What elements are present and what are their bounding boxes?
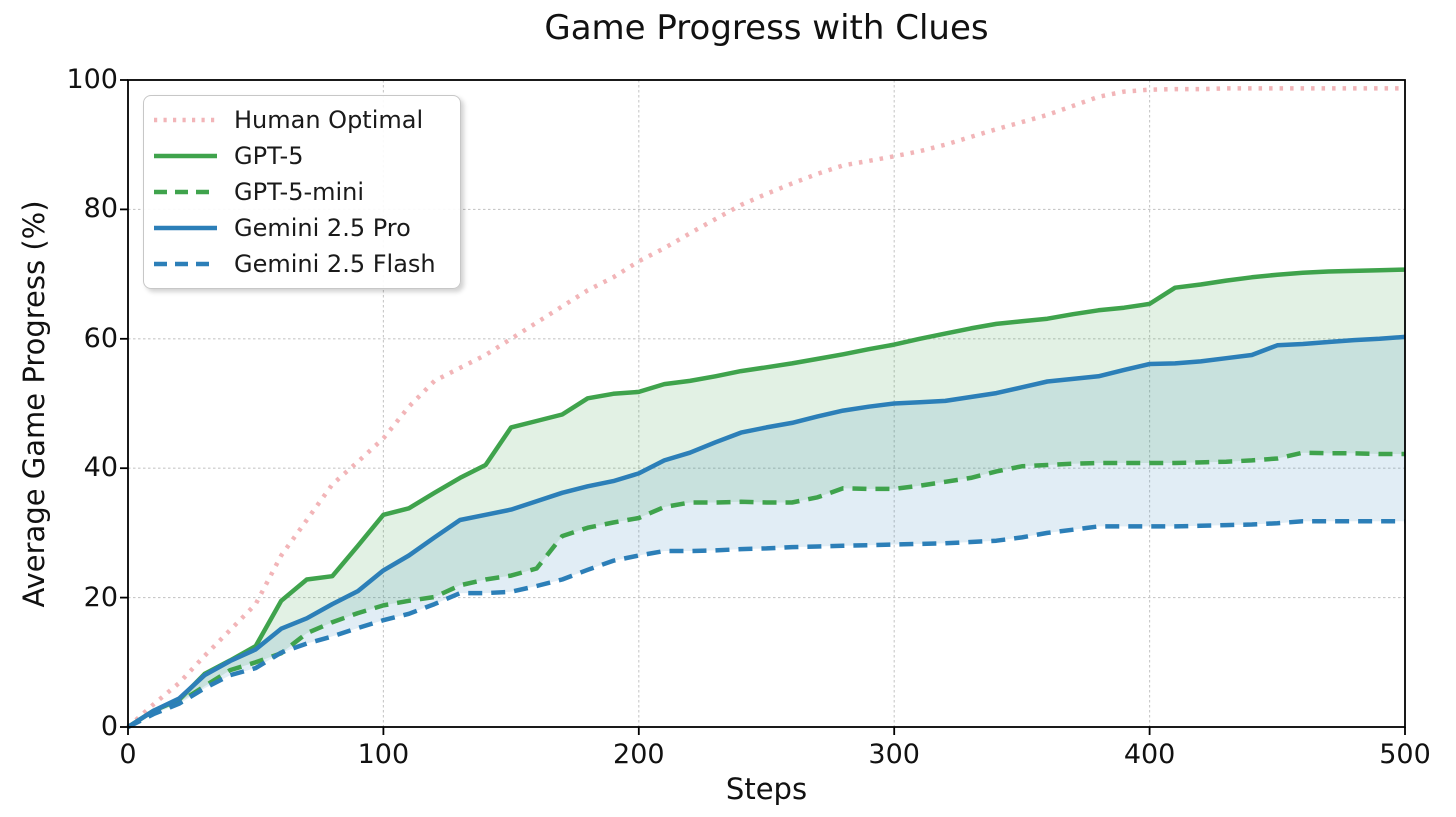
legend-line-sample-dashed-green <box>154 189 217 195</box>
series-line-gpt-5 <box>126 267 1406 729</box>
legend-item: Gemini 2.5 Pro <box>154 214 450 242</box>
legend-line-sample-solid-green <box>154 153 217 159</box>
legend-line-sample-dashed-blue <box>154 261 217 267</box>
fill-band-gemini-2-5-pro <box>128 336 1405 727</box>
legend-item: GPT-5 <box>154 142 450 170</box>
x-tick-label: 200 <box>613 739 665 770</box>
legend-label: Human Optimal <box>234 106 424 134</box>
chart-title: Game Progress with Clues <box>544 8 989 48</box>
legend-label: Gemini 2.5 Pro <box>234 214 411 242</box>
y-tick-label: 0 <box>100 711 118 742</box>
fill-layer <box>128 269 1405 727</box>
legend-item: Human Optimal <box>154 106 450 134</box>
x-tick-label: 500 <box>1379 739 1431 770</box>
x-tick-label: 100 <box>357 739 410 770</box>
legend-item: GPT-5-mini <box>154 178 450 206</box>
series-line-gemini-2-5-pro <box>126 334 1406 729</box>
y-tick-label: 100 <box>66 64 118 95</box>
y-tick-label: 20 <box>83 581 118 613</box>
series-line-gemini-2-5-flash <box>126 519 1405 730</box>
axes-frame <box>120 79 1406 735</box>
y-tick-label: 40 <box>83 452 118 484</box>
legend-label: GPT-5 <box>234 142 304 170</box>
series-layer <box>126 86 1406 730</box>
x-tick-label: 300 <box>868 739 920 770</box>
y-tick-label: 80 <box>83 193 118 225</box>
legend: Human Optimal GPT-5 GPT-5-mini Gemini 2.… <box>143 95 461 289</box>
y-axis-label: Average Game Progress (%) <box>17 200 51 608</box>
series-line-gpt-5-mini <box>126 450 1405 729</box>
legend-label: GPT-5-mini <box>234 178 365 206</box>
fill-band-gpt-5 <box>128 269 1405 727</box>
legend-line-sample-dotted-pink <box>154 117 217 123</box>
x-tick-label: 0 <box>119 739 137 770</box>
legend-item: Gemini 2.5 Flash <box>154 250 450 278</box>
legend-line-sample-solid-blue <box>154 225 217 231</box>
legend-label: Gemini 2.5 Flash <box>234 250 436 278</box>
y-tick-label: 60 <box>83 322 118 354</box>
x-axis-label: Steps <box>725 772 808 806</box>
x-tick-label: 400 <box>1123 739 1176 770</box>
